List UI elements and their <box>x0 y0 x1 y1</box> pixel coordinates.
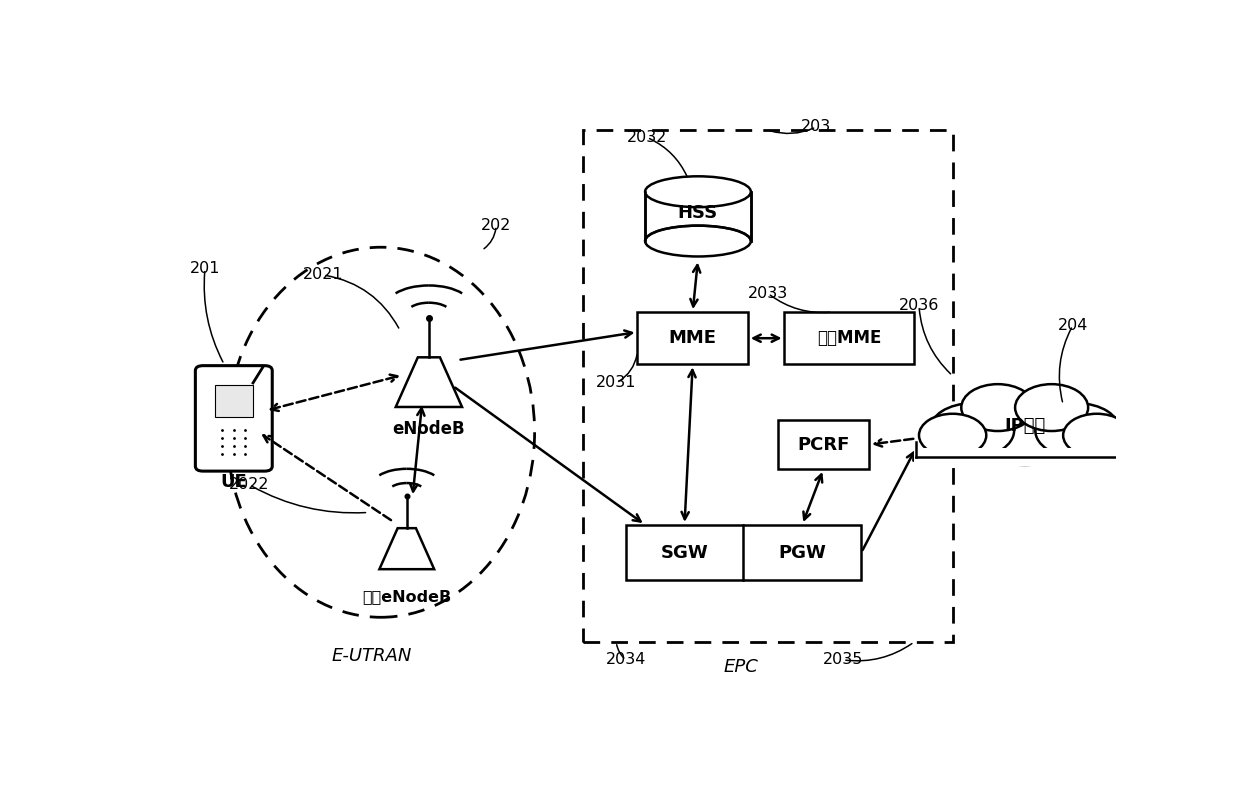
Text: SGW: SGW <box>661 544 708 562</box>
Text: 2022: 2022 <box>229 477 269 492</box>
FancyBboxPatch shape <box>785 312 914 364</box>
Text: 2033: 2033 <box>748 286 789 301</box>
Text: 2032: 2032 <box>627 130 667 145</box>
Text: 其它eNodeB: 其它eNodeB <box>362 590 451 605</box>
Text: IP业务: IP业务 <box>1004 417 1045 435</box>
Text: 202: 202 <box>481 218 511 233</box>
Polygon shape <box>396 357 463 407</box>
Text: MME: MME <box>668 329 717 347</box>
FancyBboxPatch shape <box>626 525 862 580</box>
FancyBboxPatch shape <box>637 312 748 364</box>
Text: EPC: EPC <box>724 658 759 675</box>
Circle shape <box>1035 403 1120 457</box>
Circle shape <box>1063 414 1131 457</box>
Circle shape <box>919 414 986 457</box>
FancyBboxPatch shape <box>215 384 253 417</box>
Circle shape <box>968 393 1080 465</box>
Ellipse shape <box>645 176 750 207</box>
Text: 2034: 2034 <box>605 652 646 667</box>
Text: HSS: HSS <box>678 204 718 223</box>
Polygon shape <box>379 528 434 570</box>
Polygon shape <box>645 191 751 241</box>
Text: eNodeB: eNodeB <box>393 421 465 438</box>
Text: PGW: PGW <box>779 544 826 562</box>
Polygon shape <box>914 448 1136 466</box>
Text: 2031: 2031 <box>596 376 636 390</box>
Text: UE: UE <box>221 473 247 490</box>
FancyBboxPatch shape <box>196 365 273 471</box>
Text: PCRF: PCRF <box>797 436 849 453</box>
Text: 203: 203 <box>801 119 831 135</box>
Text: 2036: 2036 <box>899 298 939 313</box>
Circle shape <box>961 384 1034 431</box>
FancyBboxPatch shape <box>777 420 869 469</box>
Ellipse shape <box>645 226 750 256</box>
Text: E-UTRAN: E-UTRAN <box>331 647 412 665</box>
Text: 2021: 2021 <box>303 268 343 283</box>
Text: 2035: 2035 <box>823 652 863 667</box>
Text: 201: 201 <box>190 261 221 276</box>
Circle shape <box>930 403 1014 457</box>
Circle shape <box>1016 384 1089 431</box>
Text: 其它MME: 其它MME <box>817 329 882 347</box>
Text: 204: 204 <box>1058 318 1087 333</box>
